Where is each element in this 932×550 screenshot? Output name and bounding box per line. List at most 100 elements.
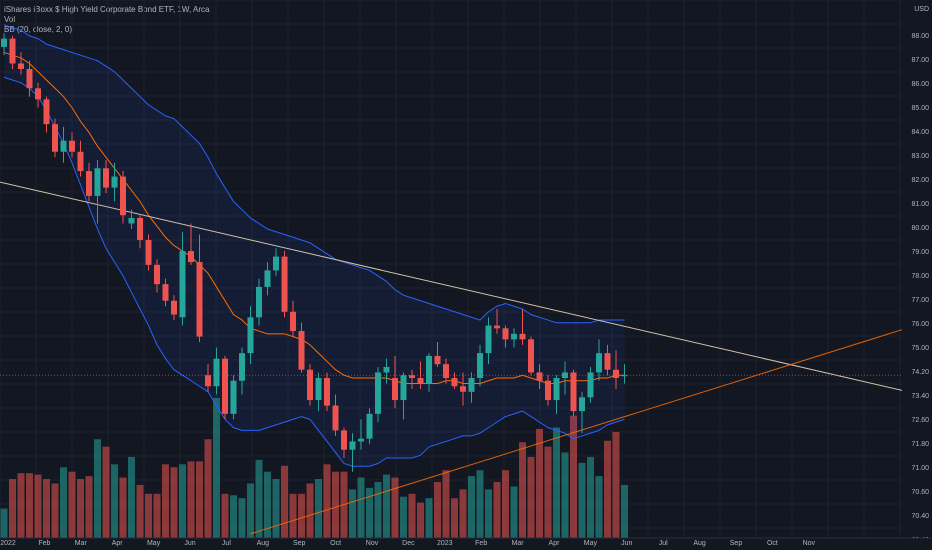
volume-bar [459, 489, 467, 538]
candles [1, 33, 628, 472]
volume-bar [502, 470, 509, 538]
price-tick-label: 78.00 [911, 273, 929, 280]
candle-body [162, 284, 169, 301]
price-tick-label: 71.00 [911, 465, 929, 472]
volume-bar [281, 465, 288, 538]
candle-body [409, 375, 415, 378]
symbol-title: iShares iBoxx $ High Yield Corporate Bon… [4, 5, 210, 14]
candle-body [247, 317, 254, 354]
volume-bar [43, 479, 50, 538]
volume-bar [145, 493, 152, 538]
volume-bar [612, 431, 620, 538]
candle-body [596, 353, 602, 373]
time-tick-label: Oct [767, 540, 778, 547]
volume-bar [187, 461, 195, 538]
volume-bar [34, 474, 42, 538]
price-tick-label: 75.00 [911, 345, 929, 352]
candle-body [111, 176, 118, 188]
volume-bar [119, 477, 127, 538]
candle-body [60, 140, 67, 152]
candle-body [43, 99, 50, 125]
volume-bar [527, 456, 535, 538]
candle-body [1, 38, 7, 47]
time-tick-label: Apr [112, 540, 124, 547]
price-tick-label: 86.00 [911, 81, 929, 88]
candle-body [570, 372, 577, 412]
volume-bar [587, 456, 594, 538]
volume-bar [204, 439, 212, 538]
price-tick-label: 87.00 [911, 57, 929, 64]
candle-body [256, 286, 262, 318]
candle-body [188, 251, 194, 263]
candle-body [26, 68, 33, 89]
volume-bar [136, 484, 144, 538]
time-tick-label: Sep [293, 540, 306, 547]
price-tick-label: 88.00 [911, 33, 929, 40]
time-axis: 2022 Feb Mar Apr May Jun Jul Aug Sep Oct Nov Dec 202… [0, 537, 932, 550]
candle-body [69, 140, 75, 152]
candle-body [587, 372, 594, 398]
volume-legend: Vol [4, 15, 16, 24]
volume-bar [400, 496, 407, 538]
volume-bar [536, 428, 543, 538]
candle-body [443, 364, 449, 378]
bollinger-lower-line [3, 76, 625, 467]
candle-body [290, 311, 296, 332]
volume-bar [26, 473, 33, 538]
volume-bar [349, 489, 356, 538]
candle-body [426, 355, 432, 384]
volume-bar [485, 489, 492, 538]
candle-body [477, 353, 483, 378]
volume-bar [60, 467, 67, 538]
time-tick-label: Mar [75, 540, 88, 547]
price-tick-label: 77.00 [911, 297, 929, 304]
volume-bar [332, 471, 339, 538]
currency-label: USD [914, 6, 929, 13]
volume-bar [0, 508, 8, 538]
volume-bar [170, 467, 178, 538]
price-tick-label: 76.00 [911, 321, 929, 328]
volume-bar [595, 476, 603, 538]
volume-bar [621, 484, 628, 538]
candle-body [341, 430, 347, 450]
price-tick-label: 72.60 [911, 417, 929, 424]
bollinger-legend: BB (20, close, 2, 0) [4, 25, 73, 34]
time-tick-label: Dec [402, 540, 415, 547]
time-tick-label: Jun [621, 540, 632, 547]
volume-bar [561, 452, 569, 538]
volume-bar [604, 440, 611, 538]
price-tick-label: 84.00 [911, 129, 929, 136]
volume-bar [306, 483, 314, 538]
time-tick-label: Nov [366, 540, 379, 547]
candle-body [383, 366, 390, 373]
volume-bar [9, 479, 16, 538]
volume-bar [366, 487, 373, 538]
candle-body [434, 355, 441, 365]
candle-body [273, 256, 279, 271]
candle-body [621, 375, 628, 377]
candle-body [485, 325, 492, 354]
volume-bar [391, 477, 399, 538]
volume-bar [357, 477, 365, 538]
volume-bar [417, 502, 424, 538]
candle-body [120, 176, 126, 216]
volume-bar [425, 498, 433, 538]
candle-body [349, 441, 356, 450]
volume-bar [221, 493, 229, 538]
candle-body [171, 300, 177, 315]
volume-bar [383, 474, 390, 538]
volume-bar [102, 446, 110, 538]
candle-body [604, 353, 611, 370]
candle-body [528, 339, 534, 373]
candle-body [18, 63, 24, 69]
volume-bar [17, 473, 25, 538]
time-tick-label: Jul [222, 540, 231, 547]
volume-bar [162, 464, 169, 538]
trend-lines [0, 181, 903, 535]
time-tick-label: May [147, 540, 161, 547]
time-tick-label: 2023 [437, 540, 453, 547]
price-tick-label: 73.40 [911, 393, 929, 400]
volume-bar [111, 464, 118, 538]
candle-body [400, 375, 407, 401]
